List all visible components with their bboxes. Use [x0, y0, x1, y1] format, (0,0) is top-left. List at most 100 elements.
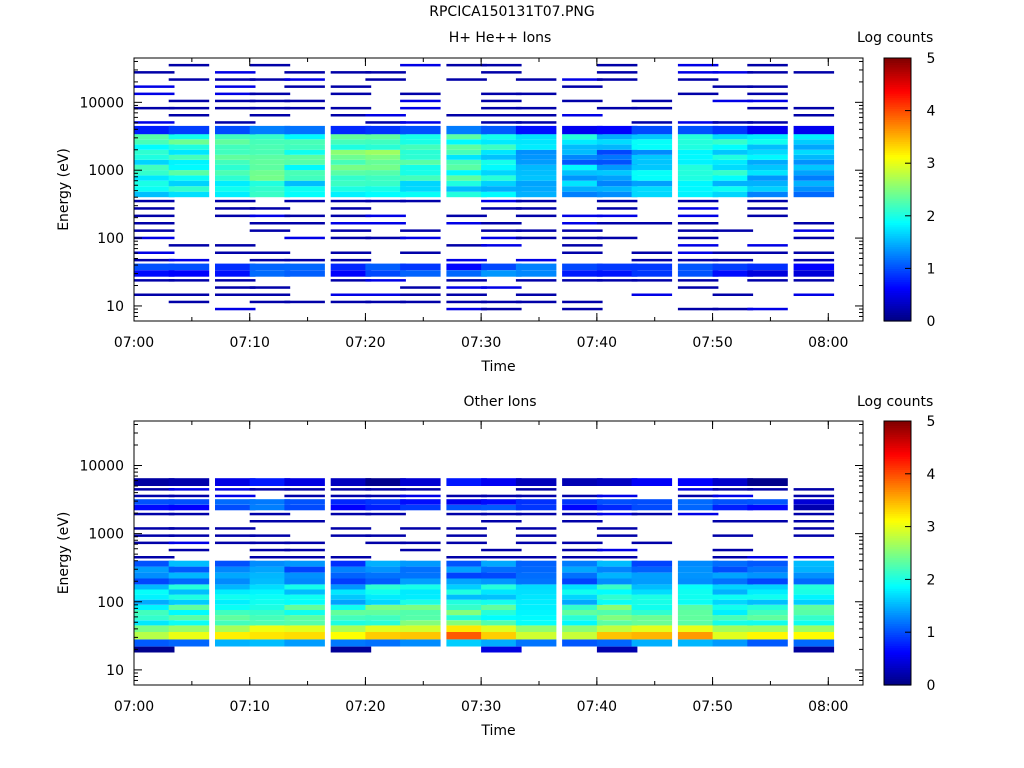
heatmap-cell [596, 566, 638, 573]
heatmap-cell [249, 78, 291, 81]
heatmap-cell [249, 541, 291, 545]
colorbar-swatch [884, 509, 911, 512]
heatmap-cell [168, 78, 210, 81]
heatmap-cell [747, 144, 788, 150]
heatmap-cell [515, 263, 557, 271]
heatmap-cell [249, 534, 291, 537]
heatmap-cell [168, 63, 210, 67]
heatmap-cell [365, 263, 406, 271]
heatmap-cell [330, 263, 372, 271]
heatmap-cell [400, 625, 441, 632]
colorbar-swatch [884, 605, 911, 609]
heatmap-cell [747, 154, 788, 160]
heatmap-cell [515, 566, 557, 573]
heatmap-cell [515, 541, 557, 545]
heatmap-cell [400, 159, 441, 165]
colorbar-swatch [884, 156, 911, 160]
plot-frame [133, 420, 864, 686]
heatmap-cell [446, 63, 487, 67]
colorbar-swatch [884, 427, 911, 431]
heatmap-cell [215, 149, 256, 155]
heatmap-cell [249, 63, 291, 67]
heatmap-cell [712, 639, 754, 647]
heatmap-cell [284, 236, 325, 240]
y-tick-label: 100 [97, 231, 124, 247]
heatmap-cell [747, 99, 788, 103]
heatmap-cell [481, 63, 522, 67]
heatmap-cell [446, 615, 487, 621]
heatmap-cell [793, 620, 835, 626]
colorbar-swatch [884, 671, 911, 675]
heatmap-cell [562, 512, 603, 516]
heatmap-cell [215, 170, 256, 176]
heatmap-cell [400, 170, 441, 176]
heatmap-cell [330, 584, 372, 590]
heatmap-cell [793, 594, 835, 600]
heatmap-cell [677, 504, 719, 511]
heatmap-cell [712, 191, 754, 198]
heatmap-cell [677, 159, 719, 165]
colorbar-swatch [884, 233, 911, 237]
heatmap-cell [215, 92, 256, 96]
heatmap-cell [215, 279, 256, 282]
plot-frame [133, 57, 864, 322]
colorbar-swatch [884, 577, 911, 580]
heatmap-cell [677, 125, 719, 135]
heatmap-cell [515, 121, 557, 124]
heatmap-cell [400, 149, 441, 155]
colorbar-swatch [884, 632, 911, 635]
colorbar-swatch [884, 231, 911, 234]
heatmap-cell [747, 584, 788, 590]
heatmap-cell [215, 180, 256, 187]
heatmap-cell [446, 594, 487, 600]
heatmap-cell [446, 307, 487, 311]
heatmap-cell [481, 71, 522, 74]
heatmap-cell [562, 99, 603, 103]
heatmap-cell [249, 556, 291, 559]
x-tick-label: 07:40 [577, 699, 617, 715]
heatmap-cell [400, 504, 441, 511]
heatmap-cell [284, 270, 325, 277]
heatmap-cell [712, 610, 754, 616]
heatmap-cell [747, 520, 788, 523]
colorbar-swatch [884, 484, 911, 488]
heatmap-cell [365, 478, 406, 486]
heatmap-cell [168, 639, 210, 647]
heatmap-cell [677, 154, 719, 160]
heatmap-cell [747, 106, 788, 110]
heatmap-cell [515, 604, 557, 610]
heatmap-cell [249, 139, 291, 145]
heatmap-cell [481, 180, 522, 187]
heatmap-cell [168, 270, 210, 277]
colorbar-swatch [884, 425, 911, 429]
heatmap-cell [677, 270, 719, 277]
heatmap-cell [712, 494, 754, 498]
heatmap-cell [481, 639, 522, 647]
heatmap-cell [562, 244, 603, 247]
heatmap-cell [446, 175, 487, 181]
colorbar-swatch [884, 678, 911, 682]
heatmap-cell [168, 279, 210, 282]
heatmap-cell [481, 286, 522, 289]
colorbar-swatch [884, 597, 911, 600]
colorbar-swatch [884, 128, 911, 131]
heatmap-cell [215, 125, 256, 135]
heatmap-cell [249, 512, 291, 516]
heatmap-cell [134, 191, 175, 198]
heatmap-cell [677, 214, 719, 218]
heatmap-cell [365, 534, 406, 537]
colorbar-tick-label: 2 [927, 209, 936, 225]
colorbar-swatch [884, 434, 911, 437]
heatmap-cell [712, 293, 754, 296]
colorbar-swatch [884, 248, 911, 252]
heatmap-cell [249, 175, 291, 181]
colorbar-swatch [884, 669, 911, 673]
colorbar-swatch [884, 136, 911, 140]
heatmap-cell [168, 589, 210, 595]
colorbar-swatch [884, 161, 911, 164]
heatmap-cell [631, 599, 673, 605]
heatmap-cell [446, 125, 487, 135]
heatmap-cell [400, 191, 441, 198]
heatmap-cell [562, 125, 603, 135]
heatmap-cell [168, 548, 210, 552]
